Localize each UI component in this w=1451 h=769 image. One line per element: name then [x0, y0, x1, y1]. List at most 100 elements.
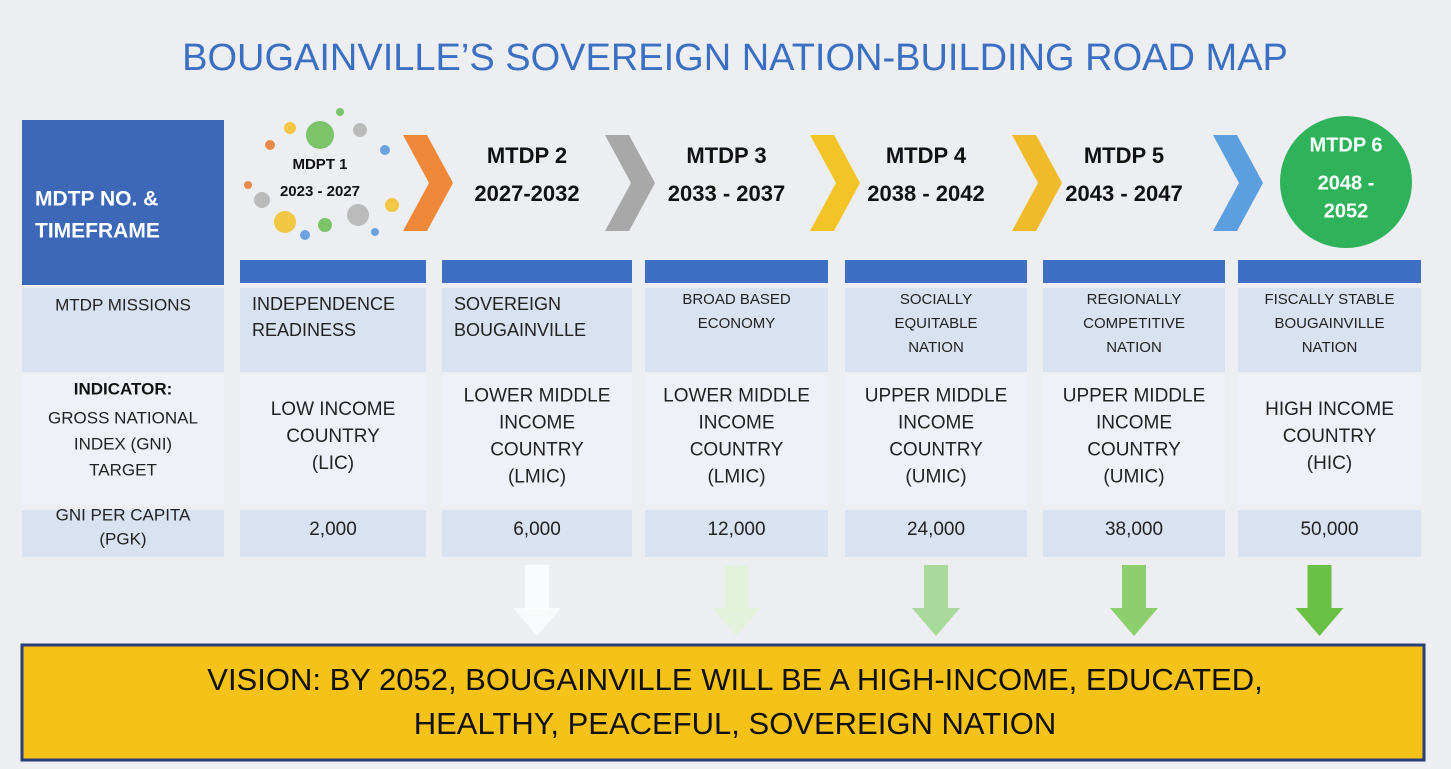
mission-text: NATION: [908, 339, 964, 356]
down-arrow-head: [1110, 608, 1158, 636]
gni-value: 24,000: [907, 519, 965, 540]
chevron-arrow: [605, 135, 655, 231]
phase-name: MTDP 3: [686, 143, 766, 168]
indicator-text: COUNTRY: [690, 440, 784, 461]
down-arrow-shaft: [924, 565, 948, 610]
gni-cell: [1043, 510, 1225, 557]
phase-period: 2038 - 2042: [867, 181, 984, 206]
indicator-cell: [845, 375, 1027, 505]
down-arrow-shaft: [1122, 565, 1146, 610]
down-arrow-head: [513, 608, 561, 636]
vision-box: [20, 643, 1426, 762]
mission-text: INDEPENDENCE: [252, 294, 395, 314]
mission-text: SOCIALLY: [900, 291, 972, 308]
indicator-text: INCOME: [898, 413, 974, 434]
mission-cell: [1043, 288, 1225, 372]
gni-cell: [645, 510, 828, 557]
indicator-text: UPPER MIDDLE: [1063, 386, 1206, 407]
mission-text: NATION: [1106, 339, 1162, 356]
indicator-text: UPPER MIDDLE: [865, 386, 1008, 407]
mission-text: FISCALLY STABLE: [1264, 291, 1394, 308]
row-label-heading: INDICATOR:: [74, 379, 173, 398]
indicator-cell: [442, 375, 632, 505]
indicator-text: (LIC): [312, 453, 354, 474]
indicator-cell: [240, 375, 426, 505]
mission-text: COMPETITIVE: [1083, 315, 1185, 332]
indicator-cell: [645, 375, 828, 505]
indicator-text: INCOME: [699, 413, 775, 434]
indicator-text: (LMIC): [508, 467, 566, 488]
chevron-arrow: [810, 135, 860, 231]
indicator-text: (UMIC): [905, 467, 966, 488]
row-label: INDEX (GNI): [74, 434, 172, 453]
indicator-text: HIGH INCOME: [1265, 399, 1394, 420]
indicator-text: INCOME: [1096, 413, 1172, 434]
mission-cell: [645, 288, 828, 372]
column-bar: [1238, 260, 1421, 283]
phase-name: MTDP 6: [1310, 134, 1383, 156]
mission-text: BOUGAINVILLE: [1274, 315, 1384, 332]
row-label: TARGET: [89, 460, 157, 479]
indicator-text: LOWER MIDDLE: [464, 386, 611, 407]
gni-cell: [442, 510, 632, 557]
chevron-arrow: [1213, 135, 1263, 231]
phase-period: 2043 - 2047: [1065, 181, 1182, 206]
phase-name: MTDP 5: [1084, 143, 1164, 168]
down-arrow-head: [1295, 608, 1344, 636]
mission-text: NATION: [1302, 339, 1358, 356]
vision-text: HEALTHY, PEACEFUL, SOVEREIGN NATION: [414, 706, 1057, 741]
phase-period: 2027-2032: [474, 181, 579, 206]
column-bar: [240, 260, 426, 283]
phase-name: MTDP 2: [487, 143, 567, 168]
indicator-text: COUNTRY: [889, 440, 983, 461]
row-label: GROSS NATIONAL: [48, 408, 198, 427]
row-label-cell: [22, 375, 224, 505]
phase-period: 2033 - 2037: [668, 181, 785, 206]
indicator-text: COUNTRY: [490, 440, 584, 461]
mission-cell: [240, 288, 426, 372]
indicator-cell: [1043, 375, 1225, 505]
down-arrow-head: [712, 608, 761, 636]
vision-text: VISION: BY 2052, BOUGAINVILLE WILL BE A …: [207, 662, 1262, 697]
mission-text: ECONOMY: [698, 315, 776, 332]
phase-name: MTDP 4: [886, 143, 967, 168]
down-arrow-shaft: [1307, 565, 1332, 610]
gni-cell: [240, 510, 426, 557]
mission-text: READINESS: [252, 320, 356, 340]
mission-text: REGIONALLY: [1087, 291, 1182, 308]
header-label: MDTP NO. &: [35, 188, 158, 211]
indicator-text: COUNTRY: [1283, 426, 1377, 447]
indicator-text: (LMIC): [707, 467, 765, 488]
header-label: TIMEFRAME: [35, 220, 160, 243]
down-arrow-shaft: [525, 565, 549, 610]
gni-cell: [1238, 510, 1421, 557]
mission-cell: [845, 288, 1027, 372]
mission-cell: [442, 288, 632, 372]
mission-cell: [1238, 288, 1421, 372]
gni-value: 12,000: [707, 519, 765, 540]
down-arrow-shaft: [724, 565, 749, 610]
indicator-text: COUNTRY: [286, 426, 380, 447]
header-label-box: [22, 120, 224, 285]
indicator-text: COUNTRY: [1087, 440, 1181, 461]
gni-value: 6,000: [513, 519, 561, 540]
bubbles: [244, 108, 399, 240]
title: BOUGAINVILLE’S SOVEREIGN NATION-BUILDING…: [182, 37, 1288, 79]
mission-text: BROAD BASED: [682, 291, 791, 308]
column-bar: [442, 260, 632, 283]
row-label: (PGK): [99, 529, 146, 548]
gni-value: 2,000: [309, 519, 357, 540]
row-label-cell: [22, 510, 224, 557]
indicator-text: (UMIC): [1103, 467, 1164, 488]
mission-text: EQUITABLE: [894, 315, 977, 332]
indicator-text: LOWER MIDDLE: [663, 386, 810, 407]
gni-cell: [845, 510, 1027, 557]
final-phase-circle: [1280, 116, 1412, 248]
row-label: MTDP MISSIONS: [55, 295, 191, 314]
down-arrow-head: [912, 608, 960, 636]
row-label: GNI PER CAPITA: [56, 505, 191, 524]
phase-period: 2052: [1324, 200, 1369, 222]
indicator-text: (HIC): [1307, 453, 1352, 474]
phase-name: MDPT 1: [292, 156, 347, 173]
